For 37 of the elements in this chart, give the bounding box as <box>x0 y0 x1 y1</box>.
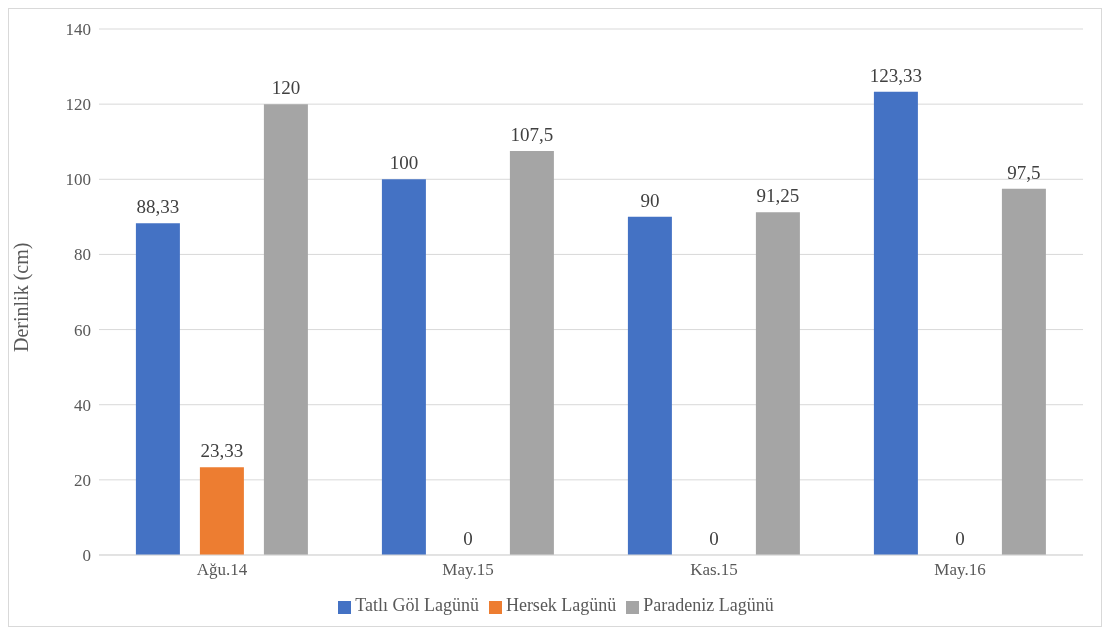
data-label: 90 <box>640 189 660 211</box>
x-tick-label: May.15 <box>442 560 494 580</box>
y-tick-label: 80 <box>74 245 91 265</box>
data-label: 0 <box>463 527 473 549</box>
x-tick-label: Kas.15 <box>690 560 738 580</box>
x-tick-label: Ağu.14 <box>196 560 248 580</box>
y-axis-title: Derinlik (cm) <box>10 242 34 352</box>
bar <box>755 212 800 555</box>
y-tick-label: 40 <box>74 395 91 415</box>
data-label: 88,33 <box>136 196 180 218</box>
y-tick-label: 0 <box>82 546 91 566</box>
data-label: 0 <box>709 527 719 549</box>
y-tick-label: 100 <box>65 170 91 190</box>
y-tick-label: 140 <box>65 20 91 40</box>
bar <box>135 223 180 555</box>
x-tick-label: May.16 <box>934 560 986 580</box>
bar <box>381 179 426 555</box>
legend-label: Hersek Lagünü <box>505 595 617 615</box>
bar <box>627 216 672 555</box>
data-label: 123,33 <box>869 64 923 86</box>
legend-label: Tatlı Göl Lagünü <box>355 595 479 615</box>
data-label: 97,5 <box>1007 161 1041 183</box>
y-tick-label: 120 <box>65 95 91 115</box>
bar <box>873 91 918 555</box>
data-label: 23,33 <box>200 440 244 462</box>
y-tick-label: 60 <box>74 320 91 340</box>
y-tick-label: 20 <box>74 470 91 490</box>
data-label: 91,25 <box>756 185 800 207</box>
data-label: 100 <box>389 152 419 174</box>
data-label: 0 <box>955 527 965 549</box>
data-label: 107,5 <box>510 124 554 146</box>
bar <box>1001 188 1046 555</box>
data-label: 120 <box>271 77 301 99</box>
legend-label: Paradeniz Lagünü <box>643 595 774 615</box>
bar <box>199 467 244 555</box>
bar <box>509 151 554 555</box>
bar <box>263 104 308 555</box>
